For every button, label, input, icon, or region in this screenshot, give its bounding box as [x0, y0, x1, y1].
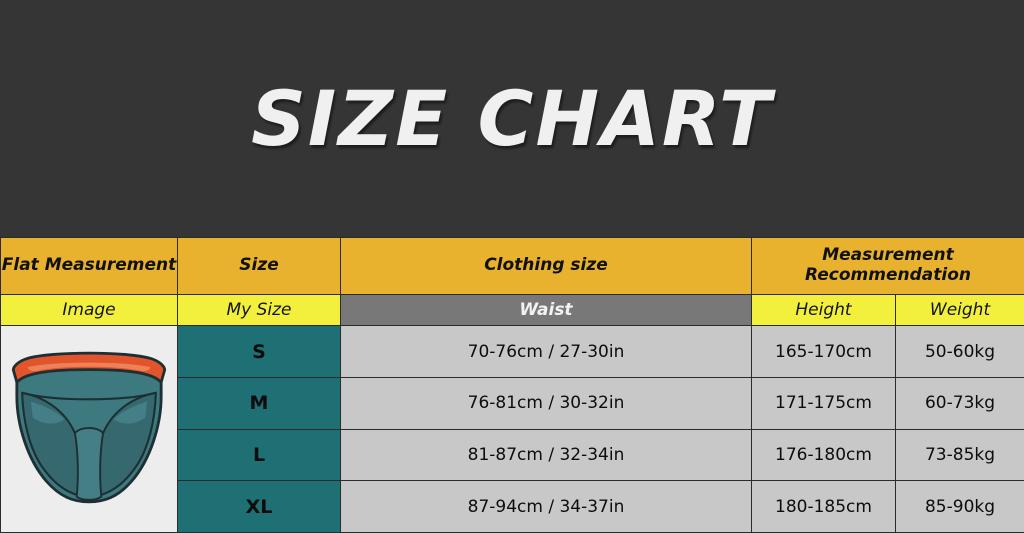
size-label-s: S — [177, 325, 341, 378]
size-label-l: L — [177, 428, 341, 482]
waist-value-m: 76-81cm / 30-32in — [340, 377, 752, 430]
subheader-image: Image — [0, 293, 178, 327]
size-label-m: M — [177, 377, 341, 430]
header-flat-measurement: Flat Measurement — [0, 237, 178, 295]
height-value-m: 171-175cm — [751, 377, 896, 430]
subheader-height: Height — [751, 293, 896, 327]
table-row: M 76-81cm / 30-32in 171-175cm 60-73kg — [1, 377, 1024, 430]
height-value-l: 176-180cm — [751, 428, 896, 482]
product-image-cell — [0, 325, 178, 533]
header-measurement-recommendation: Measurement Recommendation — [750, 237, 1024, 295]
size-label-xl: XL — [177, 480, 341, 533]
weight-value-m: 60-73kg — [894, 377, 1024, 430]
table-group-header-row: Flat Measurement Size Clothing size Meas… — [0, 237, 1024, 295]
page-title: SIZE CHART — [251, 74, 773, 163]
size-chart-table: Flat Measurement Size Clothing size Meas… — [0, 237, 1024, 533]
subheader-waist: Waist — [340, 293, 752, 327]
weight-value-xl: 85-90kg — [894, 480, 1024, 533]
height-value-s: 165-170cm — [751, 325, 896, 378]
briefs-illustration-icon — [2, 327, 177, 532]
waist-value-xl: 87-94cm / 34-37in — [340, 480, 752, 533]
waist-value-s: 70-76cm / 27-30in — [340, 325, 752, 378]
banner: SIZE CHART — [0, 0, 1024, 237]
subheader-weight: Weight — [894, 293, 1024, 327]
header-size: Size — [177, 237, 341, 295]
weight-value-s: 50-60kg — [894, 325, 1024, 378]
height-value-xl: 180-185cm — [751, 480, 896, 533]
header-clothing-size: Clothing size — [340, 237, 752, 295]
table-row: XL 87-94cm / 34-37in 180-185cm 85-90kg — [1, 480, 1024, 533]
waist-value-l: 81-87cm / 32-34in — [340, 428, 752, 482]
table-row: S 70-76cm / 27-30in 165-170cm 50-60kg — [0, 325, 1024, 533]
weight-value-l: 73-85kg — [894, 428, 1024, 482]
table-row: L 81-87cm / 32-34in 176-180cm 73-85kg — [1, 428, 1024, 482]
table-sub-header-row: Image My Size Waist Height Weight — [0, 293, 1024, 327]
subheader-my-size: My Size — [177, 293, 341, 327]
